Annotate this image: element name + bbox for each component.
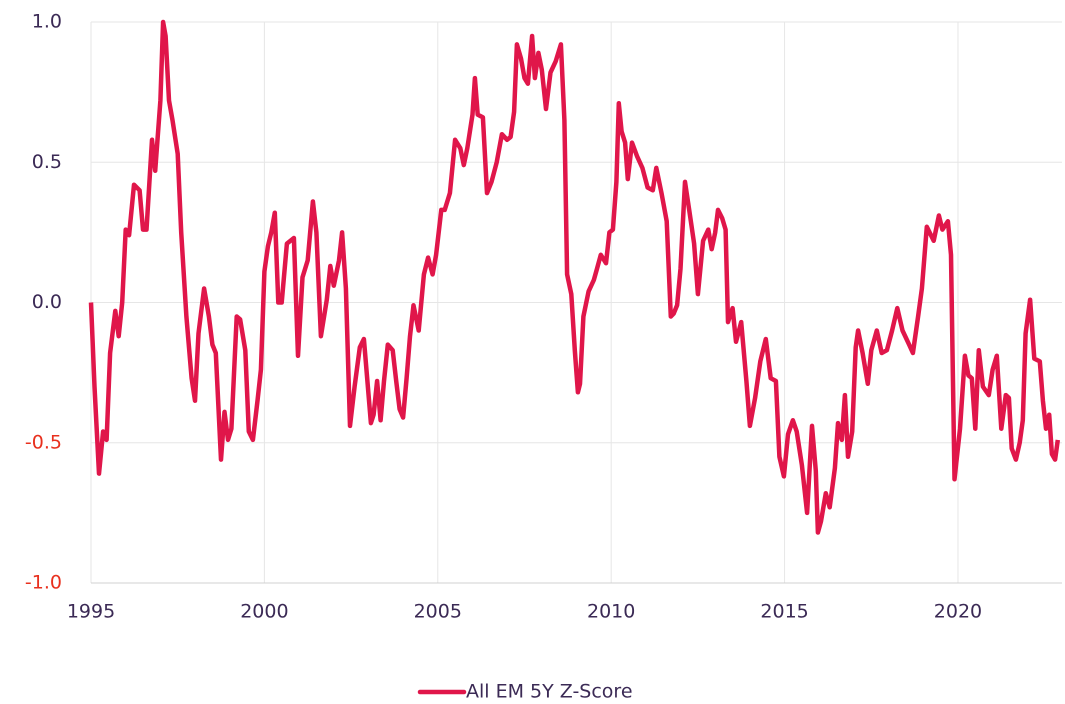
y-tick-label: -1.0 (25, 572, 62, 594)
x-tick-label: 2000 (240, 601, 288, 623)
x-tick-label: 2015 (760, 601, 808, 623)
y-tick-label: -0.5 (25, 431, 62, 453)
legend-label: All EM 5Y Z-Score (466, 681, 633, 703)
y-tick-label: 0.5 (32, 151, 62, 173)
series-line (88, 19, 1061, 535)
y-tick-label: 1.0 (32, 11, 62, 33)
x-tick-label: 2005 (414, 601, 462, 623)
y-tick-label: 0.0 (32, 291, 62, 313)
x-tick-label: 2020 (934, 601, 982, 623)
x-tick-label: 1995 (67, 601, 115, 623)
x-tick-label: 2010 (587, 601, 635, 623)
